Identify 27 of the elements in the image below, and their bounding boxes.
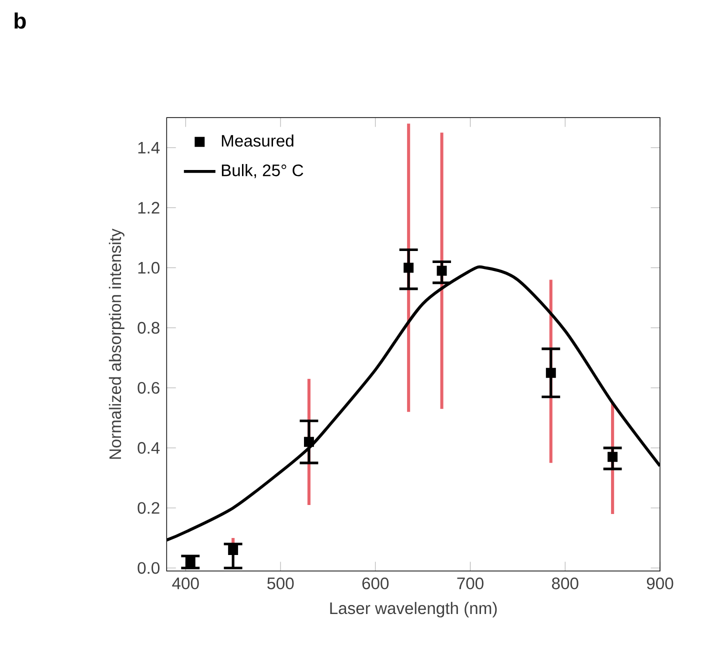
y-tick-label: 1.4 — [138, 142, 160, 154]
point — [228, 545, 238, 555]
point — [436, 266, 447, 276]
point — [185, 557, 196, 567]
text: b — [14, 12, 26, 29]
bar — [440, 132, 444, 409]
point — [546, 368, 556, 378]
x-tick-label: 400 — [172, 578, 199, 590]
legend-label: Measured — [222, 134, 294, 147]
y-tick-label: 1.2 — [138, 202, 160, 214]
point — [404, 262, 414, 273]
point — [304, 436, 314, 447]
y-tick-label: 0.0 — [138, 562, 160, 574]
legend-label: Bulk, 25° C — [222, 164, 304, 178]
x-axis-title: Laser wavelength (nm) — [330, 602, 497, 618]
x-tick-label: 800 — [552, 578, 578, 590]
x-tick-label: 500 — [267, 578, 294, 590]
y-axis-title: Normalized absorption intensity — [108, 228, 124, 459]
y-tick-label: 0.8 — [138, 322, 160, 334]
y-tick-label: 0.4 — [138, 442, 160, 454]
y-tick-label: 1.0 — [138, 262, 160, 274]
point — [608, 452, 618, 462]
x-tick-label: 900 — [646, 578, 674, 590]
x-tick-label: 700 — [457, 578, 484, 590]
x-tick-label: 600 — [362, 578, 389, 590]
y-tick-label: 0.2 — [138, 502, 160, 514]
y-tick-label: 0.6 — [138, 382, 160, 394]
